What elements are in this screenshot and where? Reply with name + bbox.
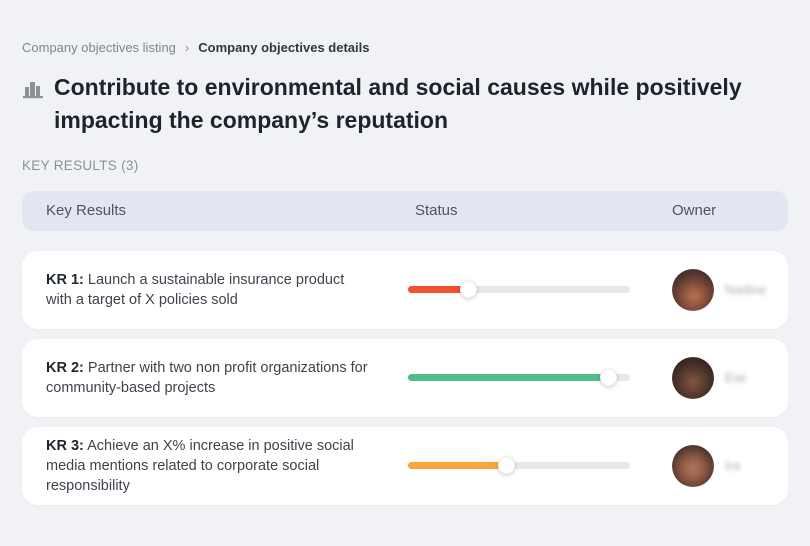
table-row-kr1[interactable]: KR 1: Launch a sustainable insurance pro… <box>22 250 788 329</box>
progress-knob[interactable] <box>459 281 477 299</box>
progress-slider[interactable] <box>408 457 630 475</box>
progress-fill <box>408 286 468 294</box>
breadcrumb-company-objectives-listing[interactable]: Company objectives listing <box>22 40 176 55</box>
kr-description: KR 1: Launch a sustainable insurance pro… <box>46 270 408 310</box>
owner-name: Ira <box>725 458 741 474</box>
kr-description: KR 2: Partner with two non profit organi… <box>46 358 408 398</box>
breadcrumb-company-objectives-details: Company objectives details <box>198 40 370 55</box>
table-header: Key Results Status Owner <box>22 190 788 231</box>
column-header-status: Status <box>415 202 458 220</box>
table-row-kr3[interactable]: KR 3: Achieve an X% increase in positive… <box>22 426 788 505</box>
table-row-kr2[interactable]: KR 2: Partner with two non profit organi… <box>22 338 788 417</box>
progress-slider[interactable] <box>408 281 630 299</box>
key-results-table: KR 1: Launch a sustainable insurance pro… <box>22 250 788 505</box>
kr-description-text: Partner with two non profit organization… <box>46 359 368 396</box>
progress-fill <box>408 374 608 382</box>
status-cell <box>408 281 672 299</box>
kr-description: KR 3: Achieve an X% increase in positive… <box>46 436 408 496</box>
kr-description-text: Achieve an X% increase in positive socia… <box>46 437 354 494</box>
column-header-key-results: Key Results <box>46 202 127 220</box>
avatar <box>672 268 714 311</box>
progress-track <box>408 462 630 470</box>
status-cell <box>408 369 672 387</box>
owner-cell: Ira <box>672 444 764 487</box>
progress-track <box>408 286 630 294</box>
status-cell <box>408 457 672 475</box>
progress-slider[interactable] <box>408 369 630 387</box>
kr-label: KR 2: <box>46 359 84 376</box>
breadcrumb-separator-icon: › <box>184 40 190 55</box>
objective-title-block: Contribute to environmental and social c… <box>22 71 788 138</box>
kr-label: KR 3: <box>46 437 84 454</box>
progress-knob[interactable] <box>497 457 515 475</box>
avatar <box>672 444 714 487</box>
building-icon <box>23 82 43 99</box>
kr-label: KR 1: <box>46 271 84 288</box>
progress-knob[interactable] <box>599 369 617 387</box>
avatar <box>672 356 714 399</box>
breadcrumb: Company objectives listing › Company obj… <box>22 40 788 55</box>
owner-name: Nadine <box>725 282 767 298</box>
objective-details-page: Company objectives listing › Company obj… <box>22 40 788 505</box>
owner-name: Ewi <box>725 370 746 386</box>
owner-cell: Nadine <box>672 268 767 311</box>
key-results-count-label: KEY RESULTS (3) <box>22 157 139 173</box>
page-title: Contribute to environmental and social c… <box>54 74 742 134</box>
kr-description-text: Launch a sustainable insurance product w… <box>46 271 345 308</box>
column-header-owner: Owner <box>672 202 717 220</box>
progress-fill <box>408 462 506 470</box>
owner-cell: Ewi <box>672 356 764 399</box>
